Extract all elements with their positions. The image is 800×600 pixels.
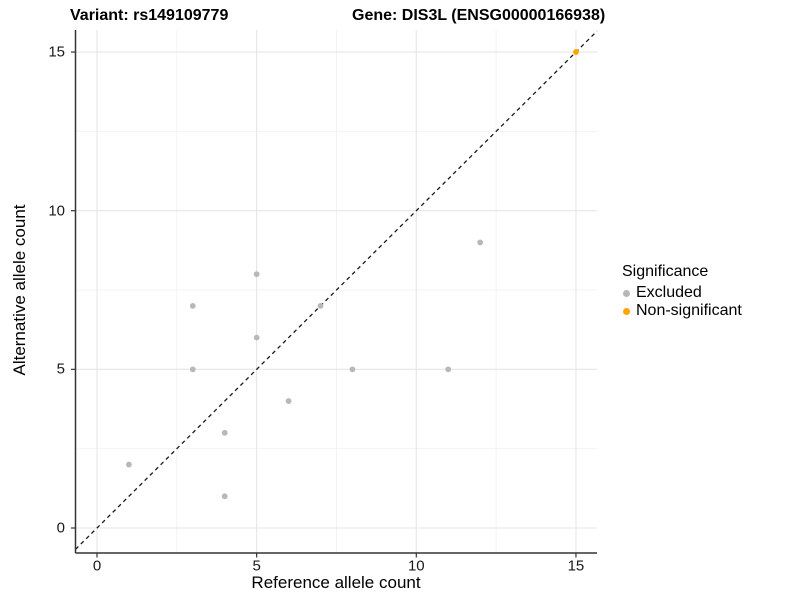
data-point-excluded [477,239,484,246]
data-point-excluded [189,366,196,373]
x-tick-label: 10 [407,557,425,575]
data-point-excluded [221,493,228,500]
x-axis-title: Reference allele count [251,573,421,592]
excluded-point-icon [623,289,630,297]
legend-title: Significance [622,263,709,280]
y-axis-title: Alternative allele count [10,204,29,376]
identity-line [75,30,598,550]
legend-item-excluded: Excluded [620,284,742,302]
y-tick-label: 0 [56,519,65,537]
data-point-excluded [126,461,132,468]
legend: Significance Excluded Non-significant [620,263,742,320]
data-point-excluded [253,271,260,278]
x-tick-label: 15 [567,557,585,575]
legend-label-non-significant: Non-significant [636,302,742,319]
data-point-excluded [445,366,452,373]
plot-title-variant: Variant: rs149109779 [70,7,229,24]
legend-label-excluded: Excluded [636,284,702,301]
plot-title-gene: Gene: DIS3L (ENSG00000166938) [352,7,606,24]
data-point-non-significant [573,49,579,55]
non-significant-point-icon [623,307,630,315]
data-point-excluded [349,366,356,373]
x-tick-label: 0 [92,557,102,575]
y-tick-label: 10 [48,202,65,220]
data-point-excluded [189,302,196,309]
y-tick-label: 5 [56,360,65,378]
x-tick-label: 5 [252,557,261,575]
data-point-excluded [253,334,260,341]
data-point-excluded [285,398,292,404]
data-point-excluded [221,429,228,436]
y-tick-label: 15 [48,43,65,61]
data-point-excluded [317,302,324,309]
legend-item-non-significant: Non-significant [620,302,742,320]
